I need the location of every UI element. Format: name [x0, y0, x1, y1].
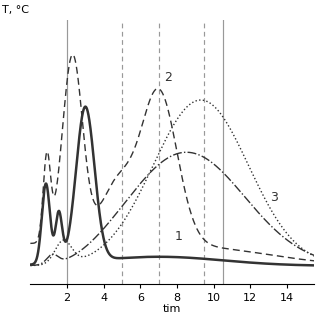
Text: 1: 1: [175, 230, 183, 243]
Text: 3: 3: [270, 191, 278, 204]
X-axis label: tim: tim: [163, 304, 181, 315]
Text: 2: 2: [164, 71, 172, 84]
Text: T, °C: T, °C: [2, 5, 29, 15]
